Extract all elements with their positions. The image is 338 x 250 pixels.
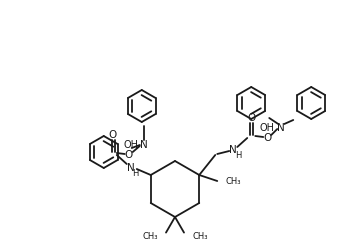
Text: N: N	[230, 144, 237, 154]
Text: H: H	[132, 169, 139, 178]
Text: H: H	[235, 151, 241, 160]
Text: O: O	[108, 130, 117, 140]
Text: N: N	[277, 122, 285, 132]
Text: O: O	[263, 132, 271, 142]
Text: CH₃: CH₃	[143, 231, 158, 240]
Text: CH₃: CH₃	[192, 231, 208, 240]
Text: O: O	[125, 150, 133, 159]
Text: N: N	[140, 140, 148, 149]
Text: O: O	[247, 112, 256, 122]
Text: OH: OH	[260, 122, 275, 132]
Text: OH: OH	[123, 140, 138, 149]
Text: CH₃: CH₃	[225, 177, 241, 186]
Text: N: N	[127, 162, 135, 172]
